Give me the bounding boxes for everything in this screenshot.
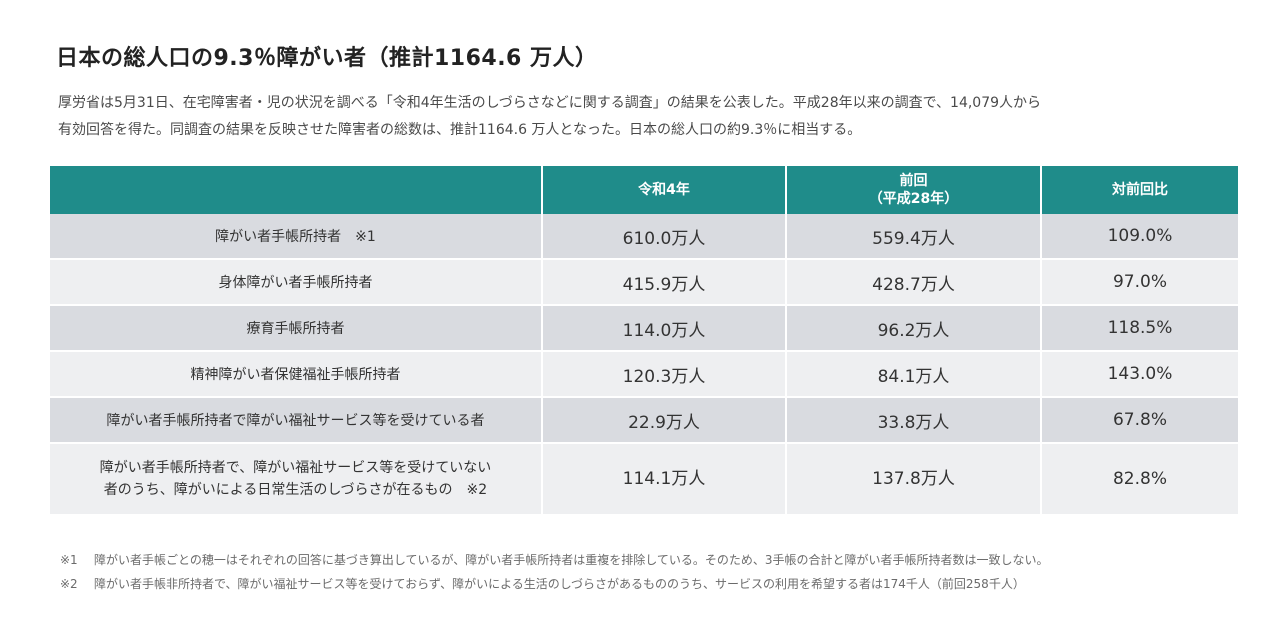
row-ratio: 109.0% xyxy=(1040,214,1238,260)
intro-line-1: 厚労省は5月31日、在宅障害者・児の状況を調べる「令和4年生活のしづらさなどに関… xyxy=(58,95,1042,111)
row-previous: 137.8万人 xyxy=(785,443,1042,516)
row-current: 120.3万人 xyxy=(541,351,787,398)
table-row: 障がい者手帳所持者で、障がい福祉サービス等を受けていない 者のうち、障がいによる… xyxy=(50,443,1238,516)
intro-line-2: 有効回答を得た。同調査の結果を反映させた障害者の総数は、推計1164.6 万人と… xyxy=(58,122,862,138)
row-previous: 84.1万人 xyxy=(785,351,1042,398)
header-previous-line-2: （平成28年） xyxy=(868,191,959,207)
page-title: 日本の総人口の9.3％障がい者（推計1164.6 万人） xyxy=(56,46,598,71)
row-category: 障がい者手帳所持者で、障がい福祉サービス等を受けていない 者のうち、障がいによる… xyxy=(50,443,543,516)
row-previous: 96.2万人 xyxy=(785,305,1042,352)
table-header-row: 令和4年 前回 （平成28年） 対前回比 xyxy=(50,166,1238,214)
row-category: 療育手帳所持者 xyxy=(50,305,543,352)
footnote-text: 障がい者手帳非所持者で、障がい福祉サービス等を受けておらず、障がいによる生活のし… xyxy=(94,577,1025,591)
row-category: 精神障がい者保健福祉手帳所持者 xyxy=(50,351,543,398)
table-row: 療育手帳所持者 114.0万人 96.2万人 118.5% xyxy=(50,305,1238,352)
header-current: 令和4年 xyxy=(541,166,787,214)
row-previous: 559.4万人 xyxy=(785,214,1042,260)
table-row: 身体障がい者手帳所持者 415.9万人 428.7万人 97.0% xyxy=(50,259,1238,306)
row-category-line-2: 者のうち、障がいによる日常生活のしづらさが在るもの ※2 xyxy=(103,482,488,498)
table-row: 精神障がい者保健福祉手帳所持者 120.3万人 84.1万人 143.0% xyxy=(50,351,1238,398)
header-ratio: 対前回比 xyxy=(1040,166,1238,214)
row-current: 114.1万人 xyxy=(541,443,787,516)
footnote-mark: ※2 xyxy=(60,577,78,591)
row-current: 415.9万人 xyxy=(541,259,787,306)
row-ratio: 118.5% xyxy=(1040,305,1238,352)
row-ratio: 97.0% xyxy=(1040,259,1238,306)
statistics-table: 令和4年 前回 （平成28年） 対前回比 障がい者手帳所持者 ※1 610.0万… xyxy=(50,166,1238,516)
header-category xyxy=(50,166,543,214)
row-category: 身体障がい者手帳所持者 xyxy=(50,259,543,306)
header-previous: 前回 （平成28年） xyxy=(785,166,1042,214)
row-ratio: 67.8% xyxy=(1040,397,1238,444)
row-category: 障がい者手帳所持者 ※1 xyxy=(50,214,543,260)
footnotes: ※1 障がい者手帳ごとの穂一はそれぞれの回答に基づき算出しているが、障がい者手帳所… xyxy=(60,548,1250,596)
footnote-mark: ※1 xyxy=(60,553,78,567)
footnote-text: 障がい者手帳ごとの穂一はそれぞれの回答に基づき算出しているが、障がい者手帳所持者… xyxy=(94,553,1049,567)
row-current: 22.9万人 xyxy=(541,397,787,444)
row-current: 114.0万人 xyxy=(541,305,787,352)
footnote-2: ※2 障がい者手帳非所持者で、障がい福祉サービス等を受けておらず、障がいによる生活… xyxy=(60,572,1250,596)
table-row: 障がい者手帳所持者 ※1 610.0万人 559.4万人 109.0% xyxy=(50,214,1238,260)
footnote-1: ※1 障がい者手帳ごとの穂一はそれぞれの回答に基づき算出しているが、障がい者手帳所… xyxy=(60,548,1250,572)
row-ratio: 143.0% xyxy=(1040,351,1238,398)
row-previous: 33.8万人 xyxy=(785,397,1042,444)
intro-paragraph: 厚労省は5月31日、在宅障害者・児の状況を調べる「令和4年生活のしづらさなどに関… xyxy=(58,90,1238,144)
header-previous-line-1: 前回 xyxy=(899,173,928,189)
row-category: 障がい者手帳所持者で障がい福祉サービス等を受けている者 xyxy=(50,397,543,444)
row-current: 610.0万人 xyxy=(541,214,787,260)
row-ratio: 82.8% xyxy=(1040,443,1238,516)
row-category-line-1: 障がい者手帳所持者で、障がい福祉サービス等を受けていない xyxy=(99,460,492,476)
row-previous: 428.7万人 xyxy=(785,259,1042,306)
table-row: 障がい者手帳所持者で障がい福祉サービス等を受けている者 22.9万人 33.8万… xyxy=(50,397,1238,444)
